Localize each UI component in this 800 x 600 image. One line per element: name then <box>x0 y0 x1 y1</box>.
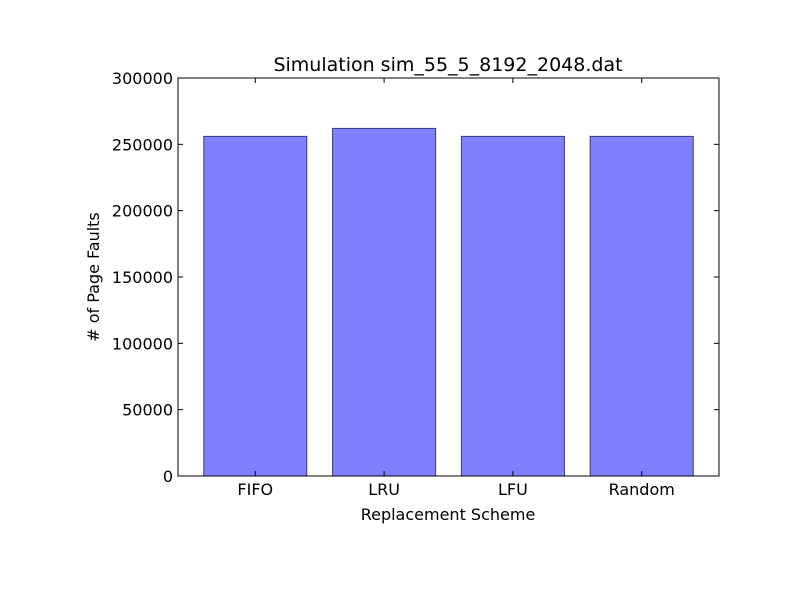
bars-group <box>203 127 694 477</box>
x-tick-label: Random <box>609 480 675 499</box>
x-tick-label: LFU <box>498 480 528 499</box>
bar-lru <box>332 127 437 477</box>
y-axis: 0 50000 100000 150000 200000 250000 300000 <box>112 69 719 486</box>
x-tick-label: LRU <box>368 480 400 499</box>
y-axis-label: # of Page Faults <box>84 212 103 342</box>
bar-fifo <box>203 135 308 477</box>
y-tick-label: 100000 <box>112 334 173 353</box>
x-tick-label: FIFO <box>237 480 273 499</box>
chart-title: Simulation sim_55_5_8192_2048.dat <box>273 54 622 76</box>
x-axis: FIFO LRU LFU Random <box>237 78 675 499</box>
y-tick-label: 0 <box>163 467 173 486</box>
y-tick-label: 50000 <box>122 401 173 420</box>
y-tick-label: 250000 <box>112 135 173 154</box>
y-tick-label: 200000 <box>112 202 173 221</box>
y-tick-label: 300000 <box>112 69 173 88</box>
x-axis-label: Replacement Scheme <box>361 505 536 524</box>
bar-random <box>589 135 694 477</box>
bar-lfu <box>460 135 565 477</box>
y-tick-label: 150000 <box>112 268 173 287</box>
